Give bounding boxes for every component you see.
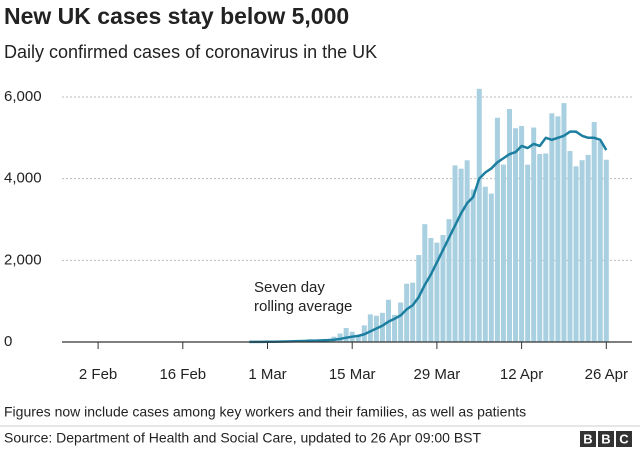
bar [440, 235, 446, 342]
bar [392, 314, 398, 342]
bar [434, 242, 440, 342]
source: Source: Department of Health and Social … [4, 430, 482, 446]
bar [470, 189, 476, 342]
bar [458, 168, 464, 342]
bar [561, 103, 567, 342]
bar [597, 141, 603, 342]
bar [446, 219, 452, 342]
annotation: rolling average [254, 298, 352, 315]
bar [464, 160, 470, 342]
bar [531, 127, 537, 342]
bar [476, 88, 482, 342]
bar [519, 126, 525, 342]
bar [567, 151, 573, 342]
bar [573, 166, 579, 342]
logo-letter: C [619, 431, 629, 446]
bar [507, 108, 512, 342]
bar [525, 164, 531, 342]
annotation: Seven day [254, 279, 325, 296]
bar [367, 314, 373, 342]
x-tick-label: 12 Apr [500, 366, 543, 383]
y-tick-label: 0 [4, 333, 12, 350]
x-tick-label: 1 Mar [248, 366, 286, 383]
bar [555, 116, 561, 343]
bar [579, 160, 585, 342]
logo: B B C [580, 431, 632, 447]
logo-letter: B [601, 431, 610, 446]
x-tick-label: 2 Feb [79, 366, 117, 383]
x-tick-label: 29 Mar [414, 366, 461, 383]
bar [543, 153, 549, 342]
chart-subtitle: Daily confirmed cases of coronavirus in … [4, 42, 377, 62]
bar [549, 113, 555, 343]
y-tick-label: 2,000 [4, 251, 42, 268]
bar [404, 283, 410, 342]
note: Figures now include cases among key work… [4, 404, 526, 420]
bar [355, 335, 361, 342]
chart-title: New UK cases stay below 5,000 [4, 3, 349, 29]
bar [379, 312, 385, 342]
grid [62, 96, 632, 261]
x-tick-label: 15 Mar [329, 366, 376, 383]
bar [591, 122, 597, 342]
bar [452, 165, 458, 342]
bar [537, 154, 543, 342]
bar [500, 164, 506, 342]
x-tick-label: 16 Feb [159, 366, 206, 383]
y-tick-label: 4,000 [4, 170, 42, 187]
bar [488, 193, 494, 342]
line [249, 130, 608, 344]
logo-box [580, 431, 596, 447]
bar [343, 328, 349, 342]
y-tick-label: 6,000 [4, 88, 42, 105]
bar [398, 302, 404, 342]
logo-letter: B [583, 431, 592, 446]
bar [603, 159, 609, 342]
logo-box [598, 431, 614, 447]
bar [428, 238, 434, 342]
bar [482, 186, 488, 342]
bar [513, 128, 519, 342]
logo-box [616, 431, 632, 447]
x-tick-label: 26 Apr [585, 366, 628, 383]
bar [410, 282, 416, 342]
bar [494, 117, 500, 343]
bar [585, 154, 591, 342]
